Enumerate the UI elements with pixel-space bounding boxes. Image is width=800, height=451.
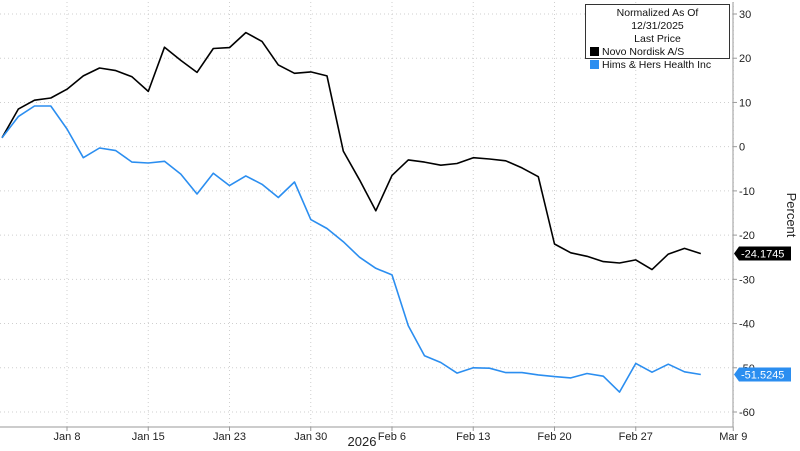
- x-tick-label: Jan 8: [54, 431, 81, 443]
- last-value-tag-1: -51.5245: [734, 367, 791, 382]
- y-tick-label: 30: [739, 9, 751, 21]
- legend-entry-hims: Hims & Hers Health Inc: [590, 59, 725, 72]
- y-tick-label: -10: [739, 186, 755, 198]
- x-tick-label: Feb 13: [456, 431, 490, 443]
- chart-legend: Normalized As Of 12/31/2025 Last Price N…: [585, 4, 730, 71]
- last-value-labels: -24.1745 -51.5245: [734, 246, 791, 382]
- series-line-0: [1, 31, 702, 271]
- legend-entry-novo: Novo Nordisk A/S: [590, 46, 725, 59]
- y-tick-label: 10: [739, 97, 751, 109]
- last-value-tag-0: -24.1745: [734, 246, 791, 261]
- series-line-1: [1, 105, 701, 393]
- x-tick-label: Jan 23: [213, 431, 246, 443]
- y-tick-label: -60: [739, 407, 755, 419]
- x-axis-year-label: 2026: [348, 434, 377, 449]
- last-value-tag-bg: [734, 367, 791, 382]
- legend-label-hims: Hims & Hers Health Inc: [602, 59, 712, 71]
- y-tick-label: -40: [739, 319, 755, 331]
- series-lines: [1, 31, 702, 393]
- x-tick-label: Mar 9: [719, 431, 747, 443]
- x-tick-label: Feb 20: [537, 431, 571, 443]
- x-tick-label: Feb 6: [378, 431, 406, 443]
- y-tick-label: 0: [739, 142, 745, 154]
- legend-swatch-hims: [590, 60, 599, 69]
- y-axis-label: Percent: [784, 193, 799, 238]
- last-value-tag-text: -51.5245: [741, 369, 784, 381]
- x-tick-label: Jan 15: [132, 431, 165, 443]
- x-tick-label: Jan 30: [294, 431, 327, 443]
- last-value-tag-text: -24.1745: [741, 249, 784, 261]
- y-tick-label: -20: [739, 230, 755, 242]
- y-tick-label: 20: [739, 53, 751, 65]
- legend-title: Normalized As Of 12/31/2025: [616, 7, 699, 32]
- last-value-tag-bg: [734, 246, 791, 261]
- y-tick-label: -30: [739, 274, 755, 286]
- legend-subtitle: Last Price: [634, 33, 681, 45]
- x-tick-label: Feb 27: [619, 431, 653, 443]
- legend-label-novo: Novo Nordisk A/S: [602, 46, 685, 58]
- legend-swatch-novo: [590, 47, 599, 56]
